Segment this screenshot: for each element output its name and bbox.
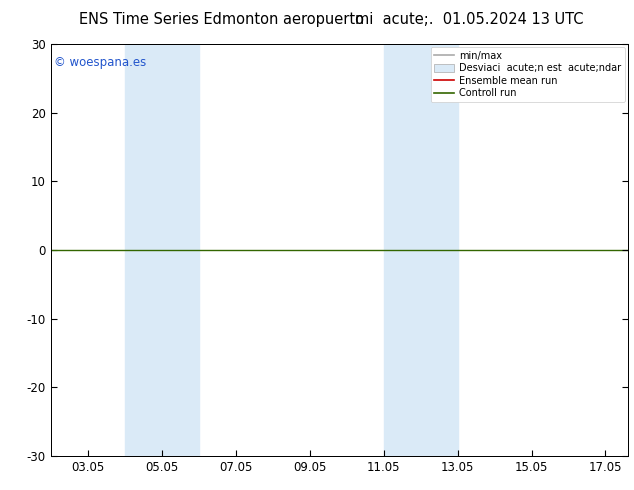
Legend: min/max, Desviaci  acute;n est  acute;ndar, Ensemble mean run, Controll run: min/max, Desviaci acute;n est acute;ndar… [430, 47, 624, 102]
Text: ENS Time Series Edmonton aeropuerto: ENS Time Series Edmonton aeropuerto [79, 12, 365, 27]
Bar [125, 44, 198, 456]
Bar [384, 44, 458, 456]
Text: © woespana.es: © woespana.es [54, 56, 146, 70]
Text: mi  acute;.  01.05.2024 13 UTC: mi acute;. 01.05.2024 13 UTC [355, 12, 583, 27]
